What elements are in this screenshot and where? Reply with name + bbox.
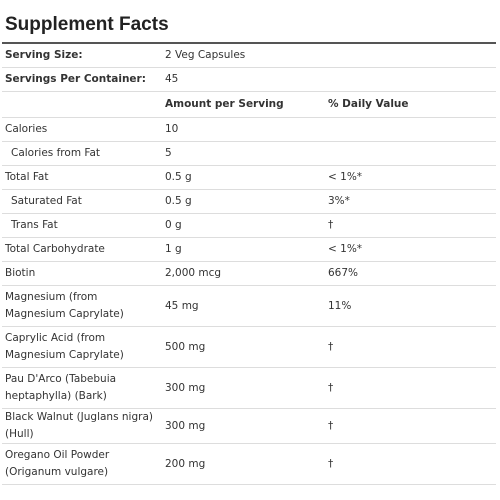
empty <box>325 67 496 92</box>
rows: Calories 10 Calories from Fat 5 Total Fat 0.5… <box>2 117 496 485</box>
label: Servings Per Container: <box>2 67 162 92</box>
nutrient-row: Saturated Fat 0.5 g 3%* <box>2 189 496 214</box>
header-row: Amount per Serving % Daily Value <box>2 91 496 118</box>
facts-table: Serving Size: 2 Veg Capsules Servings Pe… <box>2 44 496 485</box>
daily-value: < 1%* <box>325 237 496 262</box>
amount: 200 mg <box>162 443 325 485</box>
nutrient-name: Black Walnut (Juglans nigra) (Hull) <box>2 408 162 444</box>
nutrient-row: Calories 10 <box>2 117 496 142</box>
nutrient-row: Black Walnut (Juglans nigra) (Hull) 300 m… <box>2 408 496 444</box>
daily-value: † <box>325 213 496 238</box>
nutrient-name: Magnesium (from Magnesium Caprylate) <box>2 285 162 327</box>
amount: 10 <box>162 117 325 142</box>
empty <box>2 91 162 118</box>
amount: 0 g <box>162 213 325 238</box>
daily-value: 11% <box>325 285 496 327</box>
nutrient-row: Biotin 2,000 mcg 667% <box>2 261 496 286</box>
daily-value: † <box>325 443 496 485</box>
amount: 45 mg <box>162 285 325 327</box>
nutrient-name: Biotin <box>2 261 162 286</box>
nutrient-row: Total Fat 0.5 g < 1%* <box>2 165 496 190</box>
value: 45 <box>162 67 325 92</box>
daily-value: 667% <box>325 261 496 286</box>
nutrient-name: Trans Fat <box>2 213 162 238</box>
nutrient-name: Pau D'Arco (Tabebuia heptaphylla) (Bark) <box>2 367 162 409</box>
amount: 300 mg <box>162 367 325 409</box>
nutrient-name: Calories from Fat <box>2 141 162 166</box>
nutrient-name: Caprylic Acid (from Magnesium Caprylate) <box>2 326 162 368</box>
nutrient-name: Calories <box>2 117 162 142</box>
nutrient-row: Caprylic Acid (from Magnesium Caprylate)… <box>2 326 496 368</box>
title: Supplement Facts <box>2 0 496 44</box>
nutrient-name: Total Carbohydrate <box>2 237 162 262</box>
header: % Daily Value <box>325 91 496 118</box>
serving-row: Serving Size: 2 Veg Capsules <box>2 44 496 68</box>
nutrient-name: Saturated Fat <box>2 189 162 214</box>
amount: 500 mg <box>162 326 325 368</box>
amount: 5 <box>162 141 325 166</box>
supplement-facts: Supplement Facts Serving Size: 2 Veg Cap… <box>2 0 496 485</box>
nutrient-name: Total Fat <box>2 165 162 190</box>
daily-value: 3%* <box>325 189 496 214</box>
amount: 2,000 mcg <box>162 261 325 286</box>
header: Amount per Serving <box>162 91 325 118</box>
amount: 0.5 g <box>162 189 325 214</box>
nutrient-row: Pau D'Arco (Tabebuia heptaphylla) (Bark)… <box>2 367 496 409</box>
amount: 0.5 g <box>162 165 325 190</box>
nutrient-name: Oregano Oil Powder (Origanum vulgare) <box>2 443 162 485</box>
serving-row: Servings Per Container: 45 <box>2 67 496 92</box>
nutrient-row: Trans Fat 0 g † <box>2 213 496 238</box>
nutrient-row: Total Carbohydrate 1 g < 1%* <box>2 237 496 262</box>
nutrient-row: Calories from Fat 5 <box>2 141 496 166</box>
daily-value: < 1%* <box>325 165 496 190</box>
daily-value <box>325 141 496 166</box>
label: Serving Size: <box>2 44 162 68</box>
nutrient-row: Magnesium (from Magnesium Caprylate) 45 m… <box>2 285 496 327</box>
nutrient-row: Oregano Oil Powder (Origanum vulgare) 200… <box>2 443 496 485</box>
daily-value: † <box>325 408 496 444</box>
empty <box>325 44 496 68</box>
daily-value: † <box>325 367 496 409</box>
amount: 300 mg <box>162 408 325 444</box>
value: 2 Veg Capsules <box>162 44 325 68</box>
daily-value: † <box>325 326 496 368</box>
daily-value <box>325 117 496 142</box>
amount: 1 g <box>162 237 325 262</box>
